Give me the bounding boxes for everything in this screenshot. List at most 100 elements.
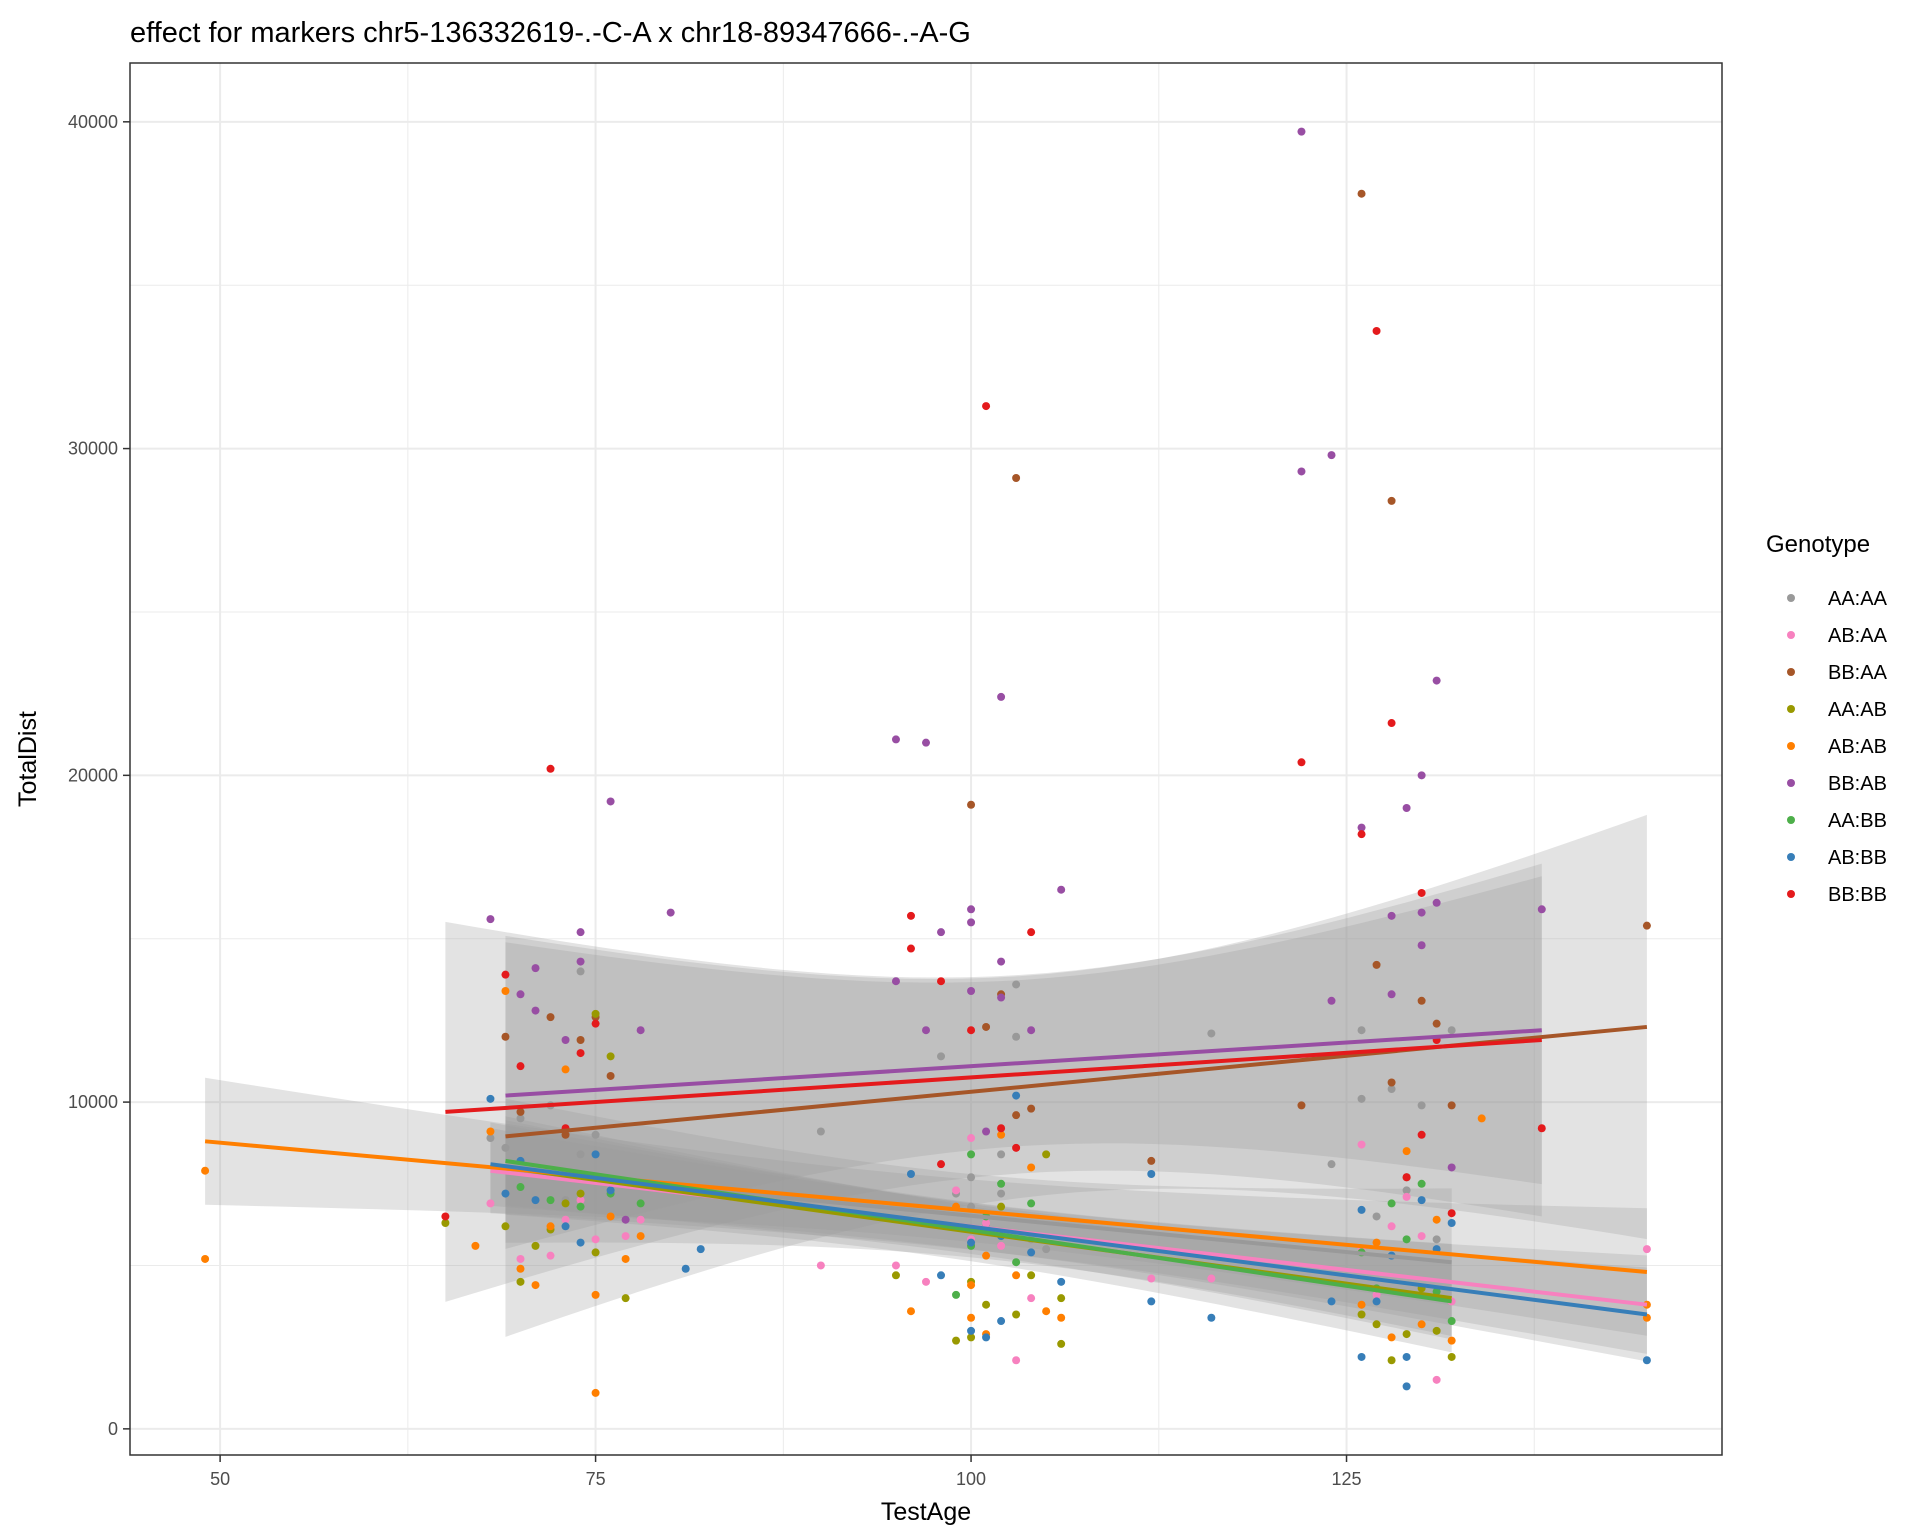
point-ab-ab [621, 1254, 630, 1263]
legend: Genotype AA:AA AB:AA BB:AA AA:AB AB:AB BB:AB A… [1766, 531, 1888, 906]
point-aa-aa [576, 967, 585, 976]
point-ab-aa [891, 1261, 900, 1270]
point-ab-bb [681, 1264, 690, 1273]
point-ab-aa [591, 1235, 600, 1244]
legend-key-aa-aa [1787, 594, 1795, 602]
fit-lines [204, 1024, 1648, 1317]
point-bb-aa [967, 800, 976, 809]
point-bb-aa [1297, 1101, 1306, 1110]
point-aa-ab [606, 1052, 615, 1061]
point-ab-aa [1357, 1140, 1366, 1149]
point-bb-ab [621, 1215, 630, 1224]
point-ab-aa [561, 1215, 570, 1224]
point-aa-bb [967, 1150, 976, 1159]
point-bb-ab [516, 990, 525, 999]
point-ab-bb [997, 1317, 1006, 1326]
point-aa-aa [1327, 1160, 1336, 1169]
point-ab-ab [1057, 1313, 1066, 1322]
point-aa-bb [1012, 1258, 1021, 1267]
point-bb-aa [1642, 921, 1651, 930]
point-bb-ab [1432, 898, 1441, 907]
point-ab-bb [1357, 1205, 1366, 1214]
point-bb-ab [891, 735, 900, 744]
point-bb-aa [1372, 960, 1381, 969]
point-ab-aa [997, 1241, 1006, 1250]
point-aa-bb [1027, 1199, 1036, 1208]
point-bb-aa [576, 1036, 585, 1045]
point-ab-ab [997, 1130, 1006, 1139]
point-aa-ab [576, 1189, 585, 1198]
point-aa-ab [1057, 1294, 1066, 1303]
point-bb-bb [997, 1124, 1006, 1133]
point-ab-bb [1642, 1356, 1651, 1365]
point-bb-bb [1297, 758, 1306, 767]
point-aa-ab [1042, 1150, 1051, 1159]
point-ab-aa [922, 1277, 930, 1286]
point-aa-aa [997, 1150, 1006, 1159]
point-ab-ab [486, 1127, 495, 1136]
point-ab-aa [1387, 1222, 1396, 1231]
point-ab-bb [1147, 1169, 1156, 1178]
point-bb-ab [937, 928, 946, 937]
fit-line-aa-bb [505, 1158, 1452, 1304]
point-bb-ab [1447, 1163, 1456, 1172]
point-bb-bb [967, 1026, 976, 1035]
legend-label-aa-bb: AA:BB [1828, 810, 1887, 832]
point-aa-ab [621, 1294, 630, 1303]
point-bb-bb [1402, 1173, 1411, 1182]
point-ab-aa [576, 1196, 585, 1205]
point-bb-aa [501, 1032, 510, 1041]
y-axis-title: TotalDist [14, 711, 42, 807]
point-aa-ab [1357, 1310, 1366, 1319]
point-ab-ab [1432, 1215, 1441, 1224]
point-aa-bb [636, 1199, 645, 1208]
point-aa-ab [1432, 1326, 1441, 1335]
point-ab-bb [1207, 1313, 1216, 1322]
point-bb-ab [636, 1026, 645, 1035]
point-ab-aa [1417, 1232, 1426, 1241]
point-bb-bb [576, 1049, 585, 1058]
point-aa-ab [441, 1219, 450, 1227]
point-ab-ab [1402, 1147, 1411, 1156]
point-bb-bb [1027, 928, 1036, 937]
point-ab-ab [1387, 1333, 1396, 1342]
point-ab-ab [1417, 1320, 1426, 1329]
point-bb-bb [906, 911, 915, 920]
point-aa-aa [1012, 980, 1021, 989]
x-tick-label: 50 [210, 1469, 230, 1489]
point-aa-ab [997, 1202, 1006, 1211]
point-ab-aa [952, 1186, 961, 1195]
point-ab-ab [201, 1166, 210, 1175]
legend-key-bb-bb [1787, 890, 1795, 898]
point-bb-aa [1012, 1111, 1021, 1120]
point-bb-ab [982, 1127, 991, 1136]
point-bb-bb [906, 944, 915, 953]
point-ab-aa [816, 1261, 825, 1270]
point-ab-ab [501, 987, 510, 995]
point-bb-aa [546, 1013, 555, 1022]
fit-line-bb-ab [505, 1028, 1542, 1098]
point-ab-bb [1402, 1352, 1411, 1361]
point-bb-bb [1387, 719, 1396, 728]
legend-label-aa-ab: AA:AB [1828, 699, 1887, 721]
point-aa-aa [516, 1114, 525, 1123]
point-ab-aa [1372, 1290, 1381, 1299]
point-aa-ab [516, 1277, 525, 1286]
point-bb-ab [1297, 127, 1306, 136]
point-aa-aa [1042, 1245, 1051, 1254]
point-bb-bb [1447, 1209, 1456, 1218]
point-bb-ab [1417, 771, 1426, 780]
point-aa-bb [516, 1183, 525, 1192]
x-axis-title: TestAge [881, 1498, 971, 1526]
point-bb-ab [1387, 911, 1396, 920]
point-bb-aa [1387, 496, 1396, 505]
point-bb-bb [1417, 888, 1426, 897]
point-aa-bb [997, 1179, 1006, 1188]
point-bb-aa [1387, 1078, 1396, 1087]
point-ab-ab [561, 1065, 570, 1074]
point-ab-ab [531, 1281, 540, 1290]
y-tick-label: 40000 [68, 112, 118, 132]
point-bb-ab [1327, 451, 1336, 460]
fit-line-ab-bb [490, 1162, 1648, 1317]
